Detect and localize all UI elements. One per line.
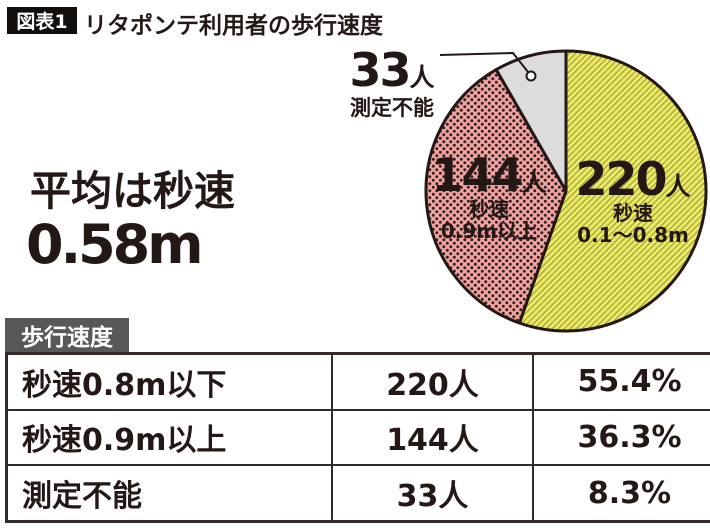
pie-label-fast-walkers: 144人 秒速 0.9m以上 (418, 152, 560, 243)
unmeasurable-count-unit: 人 (409, 63, 435, 92)
figure-title: リタポンテ利用者の歩行速度 (84, 13, 383, 39)
fast-walkers-caption-line2: 0.9m以上 (440, 219, 538, 244)
walking-speed-table: 秒速0.8m以下 220人 55.4% 秒速0.9m以上 144人 36.3% … (5, 352, 710, 523)
fast-walkers-caption-line1: 秒速 (469, 197, 509, 221)
average-speed-value: 0.58m (26, 213, 204, 277)
pie-slice-2 (494, 49, 568, 193)
row-percent: 55.4% (532, 352, 710, 411)
row-count: 144人 (331, 408, 534, 467)
row-label: 秒速0.8m以下 (5, 352, 333, 411)
slow-walkers-count: 220 (575, 152, 667, 206)
pie-label-slow-walkers: 220人 秒速 0.1〜0.8m (562, 156, 704, 247)
table-row: 秒速0.8m以下 220人 55.4% (5, 352, 710, 411)
table-row: 秒速0.9m以上 144人 36.3% (5, 408, 710, 467)
fast-walkers-count-unit: 人 (521, 168, 547, 197)
table-title-badge: 歩行速度 (5, 318, 129, 352)
slow-walkers-count-unit: 人 (665, 172, 691, 201)
average-speed-label: 平均は秒速 (30, 167, 235, 215)
row-percent: 36.3% (532, 408, 710, 467)
table-row: 測定不能 33人 8.3% (5, 464, 710, 523)
row-label: 測定不能 (5, 464, 333, 523)
row-count: 220人 (331, 352, 534, 411)
leader-line (439, 51, 529, 73)
pie-chart (424, 49, 708, 333)
leader-dot-marker (525, 70, 537, 82)
fast-walkers-count: 144 (431, 148, 523, 202)
unmeasurable-count: 33 (349, 43, 411, 97)
pie-label-unmeasurable: 33人 測定不能 (336, 47, 448, 121)
unmeasurable-caption: 測定不能 (350, 96, 434, 120)
row-percent: 8.3% (532, 464, 710, 523)
figure-number-badge: 図表1 (7, 7, 77, 34)
row-count: 33人 (331, 464, 534, 523)
slow-walkers-caption-line2: 0.1〜0.8m (577, 223, 689, 248)
average-speed-callout: 平均は秒速 0.58m (26, 167, 235, 274)
row-label: 秒速0.9m以上 (5, 408, 333, 467)
slow-walkers-caption-line1: 秒速 (613, 201, 653, 225)
